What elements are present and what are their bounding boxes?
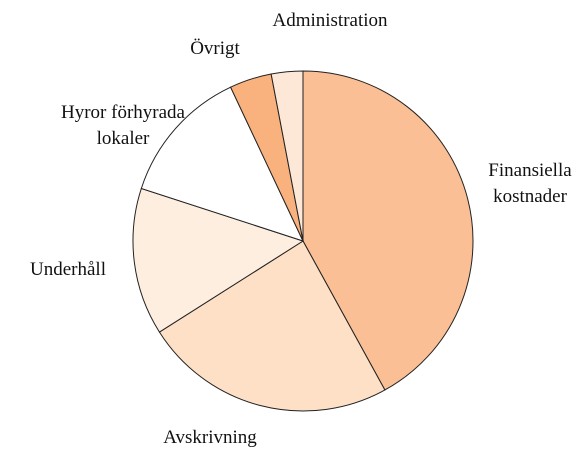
pie-slice: [270, 70, 304, 242]
slice-label: Övrigt: [190, 38, 240, 59]
pie-slice: [302, 70, 474, 391]
slice-label: Hyror förhyrada lokaler: [61, 102, 185, 149]
slice-label: Finansiella kostnader: [488, 160, 572, 207]
pie-slice: [158, 240, 386, 412]
slice-label: Administration: [272, 10, 388, 31]
slice-label: Avskrivning: [163, 427, 257, 448]
pie-slice: [140, 86, 304, 242]
pie-slice: [132, 187, 305, 333]
slice-label: Underhåll: [30, 259, 106, 280]
